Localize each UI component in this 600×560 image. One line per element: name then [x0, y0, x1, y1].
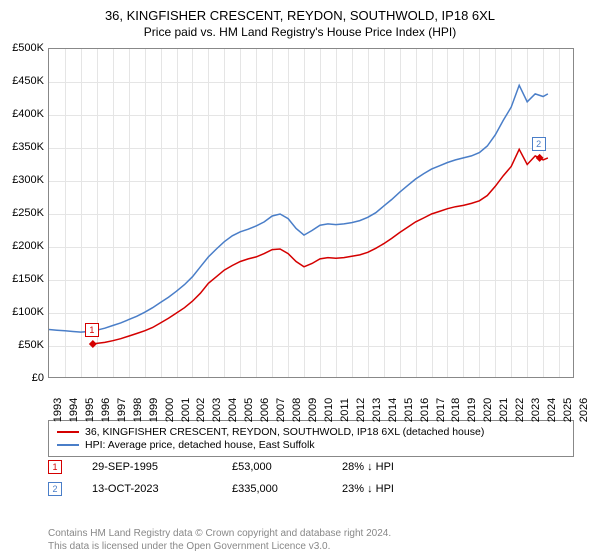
- x-axis-label: 2016: [419, 398, 431, 422]
- y-axis-label: £100K: [6, 306, 44, 318]
- info-marker-2: 2: [48, 482, 62, 496]
- x-axis-label: 2021: [498, 398, 510, 422]
- marker-diff: 28% ↓ HPI: [342, 461, 394, 473]
- y-axis-label: £500K: [6, 42, 44, 54]
- x-axis-label: 1998: [132, 398, 144, 422]
- marker-date: 13-OCT-2023: [92, 483, 202, 495]
- y-axis-label: £450K: [6, 75, 44, 87]
- x-axis-label: 1999: [148, 398, 160, 422]
- y-axis-label: £400K: [6, 108, 44, 120]
- x-axis-label: 2012: [355, 398, 367, 422]
- marker-date: 29-SEP-1995: [92, 461, 202, 473]
- x-axis-label: 2015: [403, 398, 415, 422]
- info-marker-1: 1: [48, 460, 62, 474]
- legend-item: HPI: Average price, detached house, East…: [57, 439, 565, 451]
- x-axis-label: 2002: [195, 398, 207, 422]
- legend-label: 36, KINGFISHER CRESCENT, REYDON, SOUTHWO…: [85, 426, 484, 438]
- x-axis-label: 2022: [514, 398, 526, 422]
- y-axis-label: £200K: [6, 240, 44, 252]
- chart-subtitle: Price paid vs. HM Land Registry's House …: [0, 25, 600, 39]
- x-axis-label: 1995: [84, 398, 96, 422]
- marker-price: £53,000: [232, 461, 312, 473]
- data-point-marker: [89, 340, 97, 348]
- x-axis-label: 2018: [450, 398, 462, 422]
- series-line: [49, 85, 548, 332]
- x-axis-label: 2001: [180, 398, 192, 422]
- x-axis-label: 1994: [68, 398, 80, 422]
- series-line: [93, 149, 548, 344]
- marker-info-row-2: 2 13-OCT-2023 £335,000 23% ↓ HPI: [48, 482, 394, 496]
- x-axis-label: 2003: [211, 398, 223, 422]
- legend-item: 36, KINGFISHER CRESCENT, REYDON, SOUTHWO…: [57, 426, 565, 438]
- y-axis-label: £150K: [6, 273, 44, 285]
- footer-line-2: This data is licensed under the Open Gov…: [48, 541, 330, 552]
- chart-plot-area: [48, 48, 574, 378]
- legend-swatch: [57, 431, 79, 433]
- x-axis-label: 2025: [562, 398, 574, 422]
- x-axis-label: 1997: [116, 398, 128, 422]
- x-axis-label: 2019: [466, 398, 478, 422]
- chart-marker-1: 1: [85, 323, 99, 337]
- x-axis-label: 2014: [387, 398, 399, 422]
- x-axis-label: 2024: [546, 398, 558, 422]
- footer-line-1: Contains HM Land Registry data © Crown c…: [48, 528, 391, 539]
- chart-legend: 36, KINGFISHER CRESCENT, REYDON, SOUTHWO…: [48, 420, 574, 457]
- y-axis-label: £0: [6, 372, 44, 384]
- x-axis-label: 2011: [339, 398, 351, 422]
- x-axis-label: 2006: [259, 398, 271, 422]
- data-point-marker: [536, 154, 544, 162]
- marker-info-row-1: 1 29-SEP-1995 £53,000 28% ↓ HPI: [48, 460, 394, 474]
- x-axis-label: 2020: [482, 398, 494, 422]
- legend-label: HPI: Average price, detached house, East…: [85, 439, 315, 451]
- x-axis-label: 2004: [227, 398, 239, 422]
- chart-svg: [49, 49, 575, 379]
- x-axis-label: 2000: [164, 398, 176, 422]
- marker-price: £335,000: [232, 483, 312, 495]
- x-axis-label: 2009: [307, 398, 319, 422]
- x-axis-label: 2013: [371, 398, 383, 422]
- x-axis-label: 2010: [323, 398, 335, 422]
- y-axis-label: £300K: [6, 174, 44, 186]
- y-axis-label: £250K: [6, 207, 44, 219]
- x-axis-label: 1993: [52, 398, 64, 422]
- legend-swatch: [57, 444, 79, 446]
- x-axis-label: 2008: [291, 398, 303, 422]
- chart-marker-2: 2: [532, 137, 546, 151]
- x-axis-label: 1996: [100, 398, 112, 422]
- y-axis-label: £50K: [6, 339, 44, 351]
- x-axis-label: 2023: [530, 398, 542, 422]
- x-axis-label: 2007: [275, 398, 287, 422]
- x-axis-label: 2026: [578, 398, 590, 422]
- x-axis-label: 2017: [435, 398, 447, 422]
- x-axis-label: 2005: [243, 398, 255, 422]
- chart-title: 36, KINGFISHER CRESCENT, REYDON, SOUTHWO…: [0, 8, 600, 23]
- marker-diff: 23% ↓ HPI: [342, 483, 394, 495]
- y-axis-label: £350K: [6, 141, 44, 153]
